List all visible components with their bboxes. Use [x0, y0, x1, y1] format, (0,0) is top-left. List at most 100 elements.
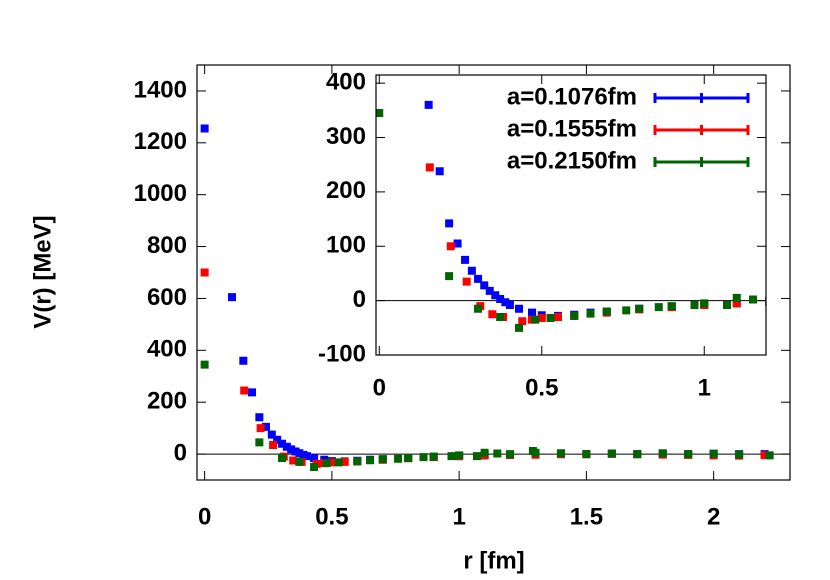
- data-point: [474, 304, 483, 313]
- data-point: [684, 450, 693, 459]
- data-point: [586, 309, 595, 318]
- y-tick-label: 1000: [134, 180, 187, 207]
- data-point: [505, 300, 514, 309]
- data-point: [515, 304, 523, 313]
- data-point: [622, 306, 631, 315]
- data-point: [240, 386, 249, 395]
- data-point: [554, 312, 562, 321]
- data-point: [531, 315, 540, 324]
- y-tick-label: 400: [326, 68, 366, 95]
- data-point: [269, 440, 278, 449]
- data-point: [455, 451, 464, 460]
- x-tick-label: 1.5: [570, 503, 603, 530]
- data-point: [732, 293, 741, 302]
- data-point: [404, 453, 413, 462]
- legend-label: a=0.1076fm: [507, 83, 637, 110]
- x-tick-label: 0: [198, 503, 211, 530]
- data-point: [424, 100, 433, 109]
- data-point: [735, 450, 744, 459]
- y-tick-label: 200: [326, 177, 366, 204]
- data-point: [295, 457, 304, 466]
- data-point: [690, 300, 699, 309]
- data-point: [654, 303, 663, 312]
- data-point: [749, 295, 757, 304]
- data-point: [700, 299, 709, 308]
- data-point: [425, 163, 434, 172]
- data-point: [435, 167, 444, 176]
- data-point: [247, 388, 256, 397]
- data-point: [570, 311, 579, 320]
- data-point: [378, 455, 387, 464]
- y-tick-label: 0: [174, 439, 187, 466]
- data-point: [278, 453, 287, 462]
- data-point: [556, 449, 565, 458]
- data-point: [447, 452, 456, 461]
- y-tick-label: 1400: [134, 76, 187, 103]
- data-point: [322, 459, 331, 468]
- plot-frame: [375, 74, 767, 356]
- data-point: [366, 456, 375, 465]
- data-point: [445, 219, 454, 228]
- data-layer: [376, 100, 766, 332]
- data-point: [493, 449, 502, 458]
- data-point: [723, 300, 731, 309]
- data-point: [445, 272, 454, 281]
- data-point: [462, 277, 471, 286]
- y-tick-label: 600: [147, 284, 187, 311]
- y-tick-label: 100: [326, 232, 366, 259]
- data-point: [200, 360, 209, 369]
- data-point: [200, 124, 209, 133]
- y-tick-label: 200: [147, 388, 187, 415]
- data-point: [310, 463, 319, 472]
- x-tick-label: 0.5: [525, 374, 558, 401]
- x-tick-label: 1: [452, 503, 465, 530]
- data-point: [488, 310, 497, 319]
- data-point: [546, 314, 555, 323]
- data-point: [496, 312, 505, 321]
- data-point: [256, 424, 265, 433]
- y-tick-label: 0: [353, 286, 366, 313]
- legend-label: a=0.2150fm: [507, 147, 637, 174]
- data-point: [765, 451, 774, 460]
- data-point: [582, 450, 591, 459]
- data-point: [667, 302, 676, 311]
- data-point: [419, 453, 428, 462]
- data-point: [518, 317, 527, 326]
- plot-frame: [196, 64, 791, 481]
- y-tick-label: 1200: [134, 128, 187, 155]
- data-point: [353, 457, 362, 466]
- x-tick-label: 2: [707, 503, 720, 530]
- data-point: [515, 323, 523, 332]
- data-point: [255, 438, 264, 447]
- data-point: [528, 308, 536, 317]
- x-tick-label: 0: [373, 374, 386, 401]
- data-point: [239, 356, 248, 365]
- data-point: [467, 266, 476, 275]
- data-point: [446, 242, 455, 251]
- data-point: [658, 449, 667, 458]
- y-axis-label: V(r) [MeV]: [29, 215, 56, 328]
- data-point: [531, 448, 540, 457]
- data-point: [394, 454, 403, 463]
- y-tick-label: -100: [318, 340, 366, 367]
- data-point: [200, 268, 209, 277]
- y-tick-label: 400: [147, 336, 187, 363]
- y-tick-label: 300: [326, 123, 366, 150]
- x-tick-label: 1: [698, 374, 711, 401]
- data-point: [228, 293, 237, 302]
- data-point: [453, 239, 462, 248]
- data-point: [480, 448, 489, 457]
- data-point: [472, 452, 481, 461]
- y-tick-label: 800: [147, 232, 187, 259]
- data-point: [635, 304, 644, 313]
- data-point: [633, 450, 642, 459]
- x-axis-label: r [fm]: [463, 547, 524, 574]
- data-point: [506, 450, 515, 459]
- data-point: [709, 449, 718, 458]
- data-layer: [200, 124, 774, 472]
- data-point: [334, 458, 343, 467]
- data-point: [302, 452, 311, 461]
- data-point: [607, 449, 616, 458]
- data-point: [255, 413, 264, 422]
